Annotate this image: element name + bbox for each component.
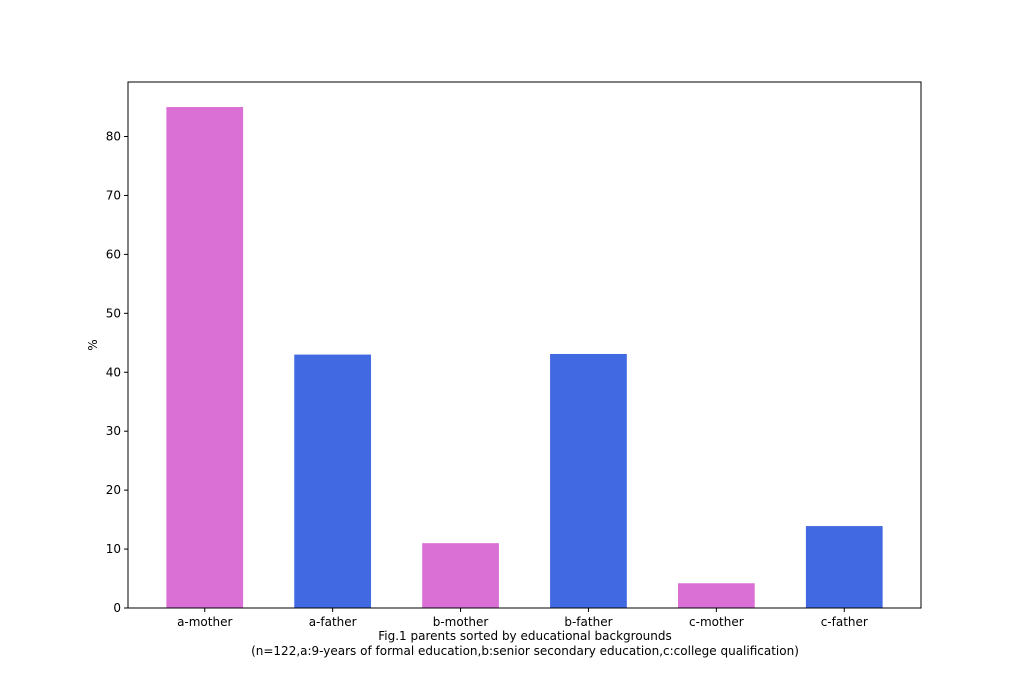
bar-a-father bbox=[294, 354, 372, 608]
bar-b-mother bbox=[422, 543, 499, 608]
y-tick-label: 30 bbox=[106, 424, 121, 438]
y-tick-label: 60 bbox=[106, 247, 121, 261]
x-tick-label: b-mother bbox=[433, 615, 489, 629]
bar-a-mother bbox=[166, 107, 244, 609]
x-tick-label: c-mother bbox=[689, 615, 744, 629]
x-tick-label: b-father bbox=[564, 615, 612, 629]
y-tick-label: 10 bbox=[106, 542, 121, 556]
y-axis-label: % bbox=[86, 339, 100, 350]
y-tick-label: 40 bbox=[106, 365, 121, 379]
y-tick-label: 0 bbox=[113, 601, 121, 615]
y-axis-ticks: 0 10 20 30 40 50 60 70 80 bbox=[106, 130, 128, 615]
y-tick-label: 20 bbox=[106, 483, 121, 497]
x-axis-ticks: a-mother a-father b-mother b-father c-mother… bbox=[177, 608, 868, 629]
x-tick-label: a-mother bbox=[177, 615, 232, 629]
y-tick-label: 80 bbox=[106, 130, 121, 144]
x-axis-label-line1: Fig.1 parents sorted by educational back… bbox=[378, 629, 672, 643]
bar-c-mother bbox=[677, 583, 755, 608]
bar-c-father bbox=[805, 526, 883, 608]
bar-b-father bbox=[550, 353, 627, 608]
bars-group bbox=[166, 107, 883, 609]
y-tick-label: 70 bbox=[106, 188, 121, 202]
x-tick-label: c-father bbox=[821, 615, 868, 629]
x-axis-label-line2: (n=122,a:9-years of formal education,b:s… bbox=[251, 644, 799, 658]
y-tick-label: 50 bbox=[106, 306, 121, 320]
x-tick-label: a-father bbox=[309, 615, 357, 629]
plot-frame bbox=[127, 81, 922, 609]
